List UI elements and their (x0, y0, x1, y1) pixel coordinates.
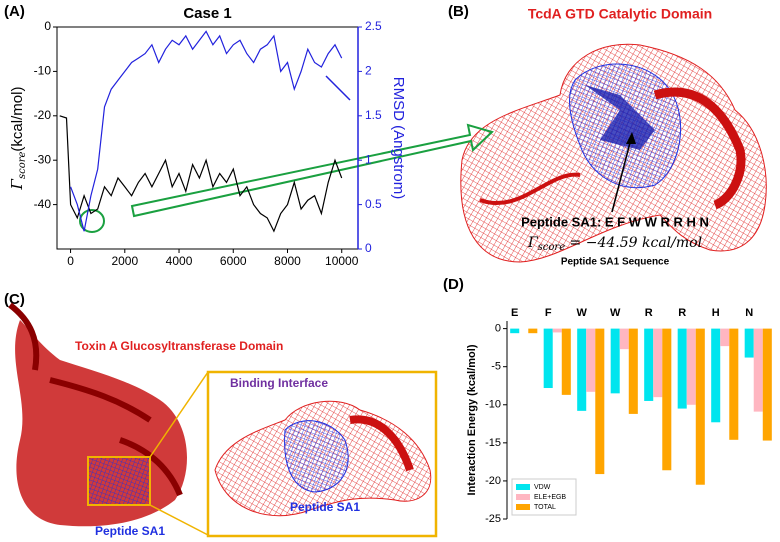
panel-label: (D) (443, 276, 464, 293)
score-text: Γscore = −44.59 kcal/mol (527, 235, 702, 253)
bar (686, 328, 696, 405)
annotations-a (79, 75, 494, 233)
bar (528, 328, 538, 334)
bar (653, 328, 663, 398)
x-tick-label: 6000 (220, 254, 247, 268)
bar (720, 328, 730, 347)
y-label-subscript: score (17, 151, 28, 179)
y-label-unit: (kcal/mol) (9, 87, 26, 152)
bar (644, 328, 654, 401)
bar (711, 328, 721, 423)
y-tick-label: -30 (34, 152, 52, 166)
score-symbol: Γ (527, 235, 539, 251)
chart-title: Case 1 (183, 5, 231, 22)
bar (695, 328, 705, 485)
y-tick-label: -40 (34, 197, 52, 211)
bar (677, 328, 687, 409)
bar (510, 328, 520, 334)
inset-label: Peptide SA1 (290, 500, 360, 514)
x-tick-label: 2000 (111, 254, 138, 268)
inset-title: Binding Interface (230, 376, 328, 390)
panel-title: TcdA GTD Catalytic Domain (528, 6, 712, 22)
peptide-text: Peptide SA1: E F W W R R H N (521, 214, 709, 229)
bar (729, 328, 739, 440)
category-label: R (645, 307, 653, 319)
y-label-symbol: Γ (8, 178, 26, 190)
y-tick-label: -25 (485, 513, 501, 525)
category-label: N (745, 307, 753, 319)
y-tick-label: -15 (485, 437, 501, 449)
y-label: Interaction Energy (kcal/mol) (466, 344, 478, 495)
y2-tick-label: 2.5 (365, 19, 382, 33)
bar (552, 328, 562, 333)
bar (619, 328, 629, 350)
bar (662, 328, 672, 471)
legend-label: VDW (534, 484, 551, 491)
x-tick-label: 8000 (274, 254, 301, 268)
bar (586, 328, 596, 392)
bar (762, 328, 772, 441)
bar (577, 328, 587, 411)
panel-label: (A) (4, 3, 25, 20)
y2-tick-label: 0.5 (365, 197, 382, 211)
bar (595, 328, 605, 475)
y2-tick-label: 0 (365, 241, 372, 255)
domain-label: Toxin A Glucosyltransferase Domain (75, 339, 283, 353)
bar (543, 328, 553, 389)
y-tick-label: -5 (491, 361, 501, 373)
score-subscript: score (538, 242, 566, 253)
category-label: F (545, 307, 552, 319)
y2-tick-label: 1.5 (365, 108, 382, 122)
bar (561, 328, 571, 395)
y-label: Γscore(kcal/mol) (8, 87, 28, 191)
bar (753, 328, 763, 412)
category-label: H (712, 307, 720, 319)
y-tick-label: -20 (34, 108, 52, 122)
y2-label: RMSD (Angstrom) (390, 77, 407, 200)
panel-label: (B) (448, 3, 469, 20)
category-label: E (511, 307, 518, 319)
peptide-label: Peptide SA1 (95, 524, 165, 538)
legend-label: TOTAL (534, 504, 556, 511)
legend-label: ELE+EGB (534, 494, 566, 501)
legend-swatch (516, 504, 530, 510)
category-label: W (577, 307, 588, 319)
y-tick-label: 0 (44, 19, 51, 33)
series-line (70, 30, 343, 232)
y-tick-label: -20 (485, 475, 501, 487)
bar (628, 328, 638, 414)
series-line (59, 115, 343, 233)
score-equation: = −44.59 kcal/mol (565, 235, 702, 251)
caption: Peptide SA1 Sequence (561, 257, 670, 268)
molecule-c (8, 302, 438, 538)
x-tick-label: 10000 (325, 254, 359, 268)
y2-tick-label: 2 (365, 64, 372, 78)
molecule-b (460, 43, 767, 263)
y-tick-label: -10 (485, 399, 501, 411)
x-tick-label: 0 (67, 254, 74, 268)
legend-swatch (516, 494, 530, 500)
bar (610, 328, 620, 394)
y-tick-label: -10 (34, 64, 52, 78)
panel-label: (C) (4, 291, 25, 308)
y2-tick-label: 1 (365, 152, 372, 166)
category-label: W (610, 307, 621, 319)
bar (744, 328, 754, 358)
category-label: R (678, 307, 686, 319)
y-tick-label: 0 (495, 323, 501, 335)
x-tick-label: 4000 (166, 254, 193, 268)
legend-swatch (516, 484, 530, 490)
